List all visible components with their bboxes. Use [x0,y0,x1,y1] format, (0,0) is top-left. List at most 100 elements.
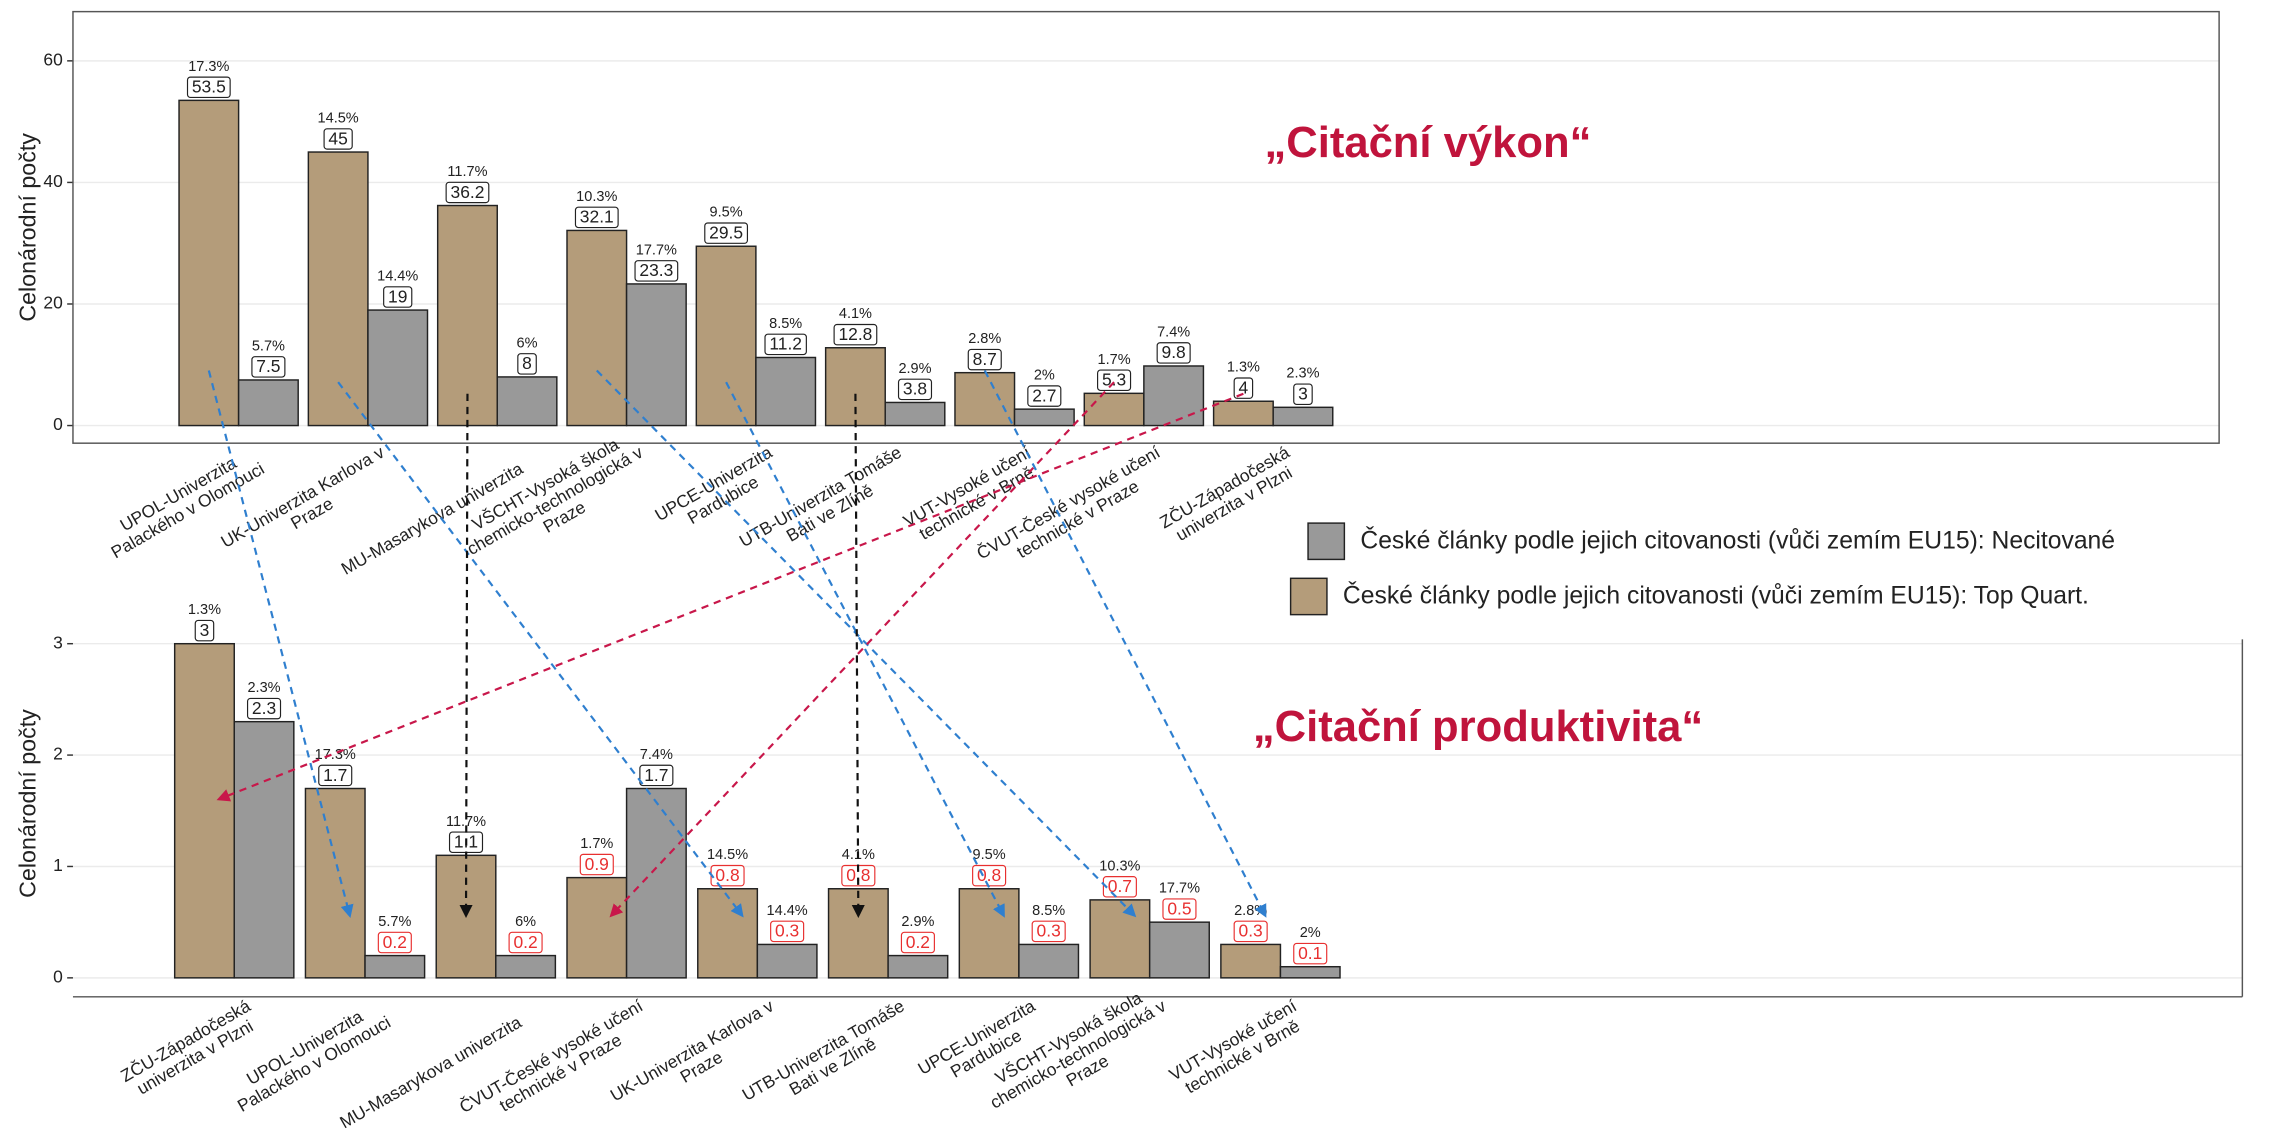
value-label: 0.3 [1239,921,1263,941]
value-label-box [251,356,286,378]
value-label-box [186,76,231,99]
value-label: 0.8 [715,865,739,885]
link-arrow [596,369,1137,918]
bar [1212,400,1274,427]
legend-swatch [1289,577,1328,616]
value-label: 0.7 [1108,876,1132,896]
value-label-box [383,286,413,308]
link-arrow [207,370,354,918]
value-label: 0.2 [906,932,930,952]
share-label: 8.5% [769,316,802,332]
value-label: 1.7 [323,765,347,785]
value-label: 9.8 [1162,342,1186,362]
share-label: 6% [517,335,538,351]
bar [884,401,946,427]
bar [1013,408,1075,427]
value-label-box [1097,369,1132,392]
link-arrow [459,393,473,919]
link-arrow [725,381,1005,918]
value-label: 29.5 [709,223,743,243]
value-label-box [1031,920,1066,943]
share-label: 4.1% [839,306,872,322]
value-label-box [445,181,490,204]
value-label-box [574,206,619,229]
value-label-box [634,260,679,282]
bar [1089,899,1151,979]
bar [178,99,240,427]
value-label: 2.3 [252,698,276,718]
y-tick-label: 40 [43,171,63,191]
value-label: 11.2 [769,334,802,354]
value-label: 19 [388,286,407,306]
bar [1143,365,1205,427]
bar [496,376,558,427]
value-label: 0.3 [775,921,799,941]
share-label: 6% [515,914,536,930]
share-label: 17.3% [188,59,229,75]
legend-swatch [1307,522,1346,561]
value-label-box [377,931,412,954]
link-arrow [216,392,1244,802]
link-arrow [337,381,744,918]
bar [697,888,759,979]
value-label-box [508,931,543,954]
bar [1279,965,1341,979]
y-tick-label: 0 [53,414,63,434]
bar [756,943,818,979]
bar [304,787,366,979]
share-label: 2.3% [1286,366,1319,382]
value-label-box [1162,898,1197,920]
share-label: 17.7% [1159,881,1200,897]
bar [436,204,498,427]
value-label-box [194,619,215,642]
annotation: „Citační produktivita“ [1253,703,1703,751]
value-label: 23.3 [639,260,673,280]
link-arrow [983,370,1267,918]
value-label-box [246,697,282,720]
share-label: 2% [1034,368,1055,384]
value-label: 12.8 [838,324,872,344]
value-label: 0.9 [585,854,609,874]
share-label: 7.4% [640,747,673,763]
share-label: 2.9% [898,361,931,377]
share-label: 11.7% [447,164,487,180]
value-label: 0.8 [977,865,1001,885]
value-label: 0.2 [383,932,407,952]
share-label: 5.7% [378,914,411,930]
bar [173,642,235,979]
value-label: 45 [328,128,347,148]
value-label-box [517,353,537,375]
y-axis-label: Celonárodní počty [15,133,41,322]
bar [827,888,889,979]
bar [755,356,817,427]
x-tick-label-line: UK-Univerzita Karlova v [217,442,387,552]
share-label: 1.7% [1098,352,1131,368]
link-arrow [851,393,865,919]
value-label: 8.7 [973,349,997,369]
value-label-box [1233,377,1254,399]
share-label: 2.9% [901,914,934,930]
bar [954,371,1016,427]
value-label: 1.7 [644,765,668,785]
bar [495,954,557,979]
value-label-box [1293,942,1328,965]
y-axis-label: Celonárodní počty [15,709,41,898]
bar [958,888,1020,979]
value-label: 4 [1239,377,1249,397]
bar [887,954,949,979]
value-label: 32.1 [580,207,614,227]
legend-label: České články podle jejich citovanosti (v… [1343,582,2089,610]
bar [566,229,628,427]
share-label: 9.5% [973,847,1006,863]
bar [566,876,628,979]
bar [237,379,299,427]
share-label: 14.4% [767,903,808,919]
share-label: 5.7% [252,338,285,354]
value-label: 7.5 [256,356,280,376]
bar [625,283,687,427]
bar [1148,921,1210,979]
value-label-box [639,764,674,787]
